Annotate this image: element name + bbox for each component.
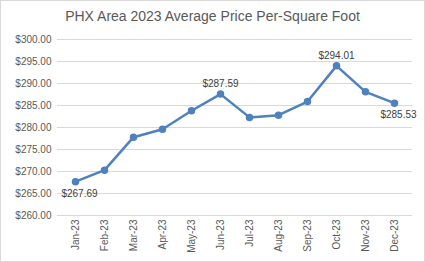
svg-text:$294.01: $294.01 <box>318 50 355 61</box>
svg-text:May-23: May-23 <box>186 219 197 253</box>
svg-text:Aug-23: Aug-23 <box>273 219 284 252</box>
svg-text:Jul-23: Jul-23 <box>244 219 255 247</box>
svg-text:$300.00: $300.00 <box>15 34 52 45</box>
svg-text:Mar-23: Mar-23 <box>128 219 139 251</box>
svg-text:Feb-23: Feb-23 <box>99 219 110 251</box>
svg-text:$285.53: $285.53 <box>380 109 417 120</box>
svg-text:Dec-23: Dec-23 <box>389 219 400 252</box>
svg-text:$267.69: $267.69 <box>61 188 98 199</box>
svg-text:$280.00: $280.00 <box>15 122 52 133</box>
svg-text:$275.00: $275.00 <box>15 144 52 155</box>
svg-text:$285.00: $285.00 <box>15 100 52 111</box>
svg-text:Jun-23: Jun-23 <box>215 219 226 250</box>
svg-text:$260.00: $260.00 <box>15 210 52 221</box>
html-text:PHX Area 2023 Average Price Pe: PHX Area 2023 Average Price Per-Square F… <box>65 8 360 24</box>
svg-text:$287.59: $287.59 <box>202 78 239 89</box>
svg-text:$290.00: $290.00 <box>15 78 52 89</box>
svg-text:Oct-23: Oct-23 <box>331 219 342 249</box>
svg-text:$265.00: $265.00 <box>15 188 52 199</box>
svg-text:$270.00: $270.00 <box>15 166 52 177</box>
svg-text:Nov-23: Nov-23 <box>360 219 371 252</box>
svg-text:Apr-23: Apr-23 <box>157 219 168 249</box>
svg-text:Sep-23: Sep-23 <box>302 219 313 252</box>
svg-text:Jan-23: Jan-23 <box>70 219 81 250</box>
svg-text:$295.00: $295.00 <box>15 56 52 67</box>
